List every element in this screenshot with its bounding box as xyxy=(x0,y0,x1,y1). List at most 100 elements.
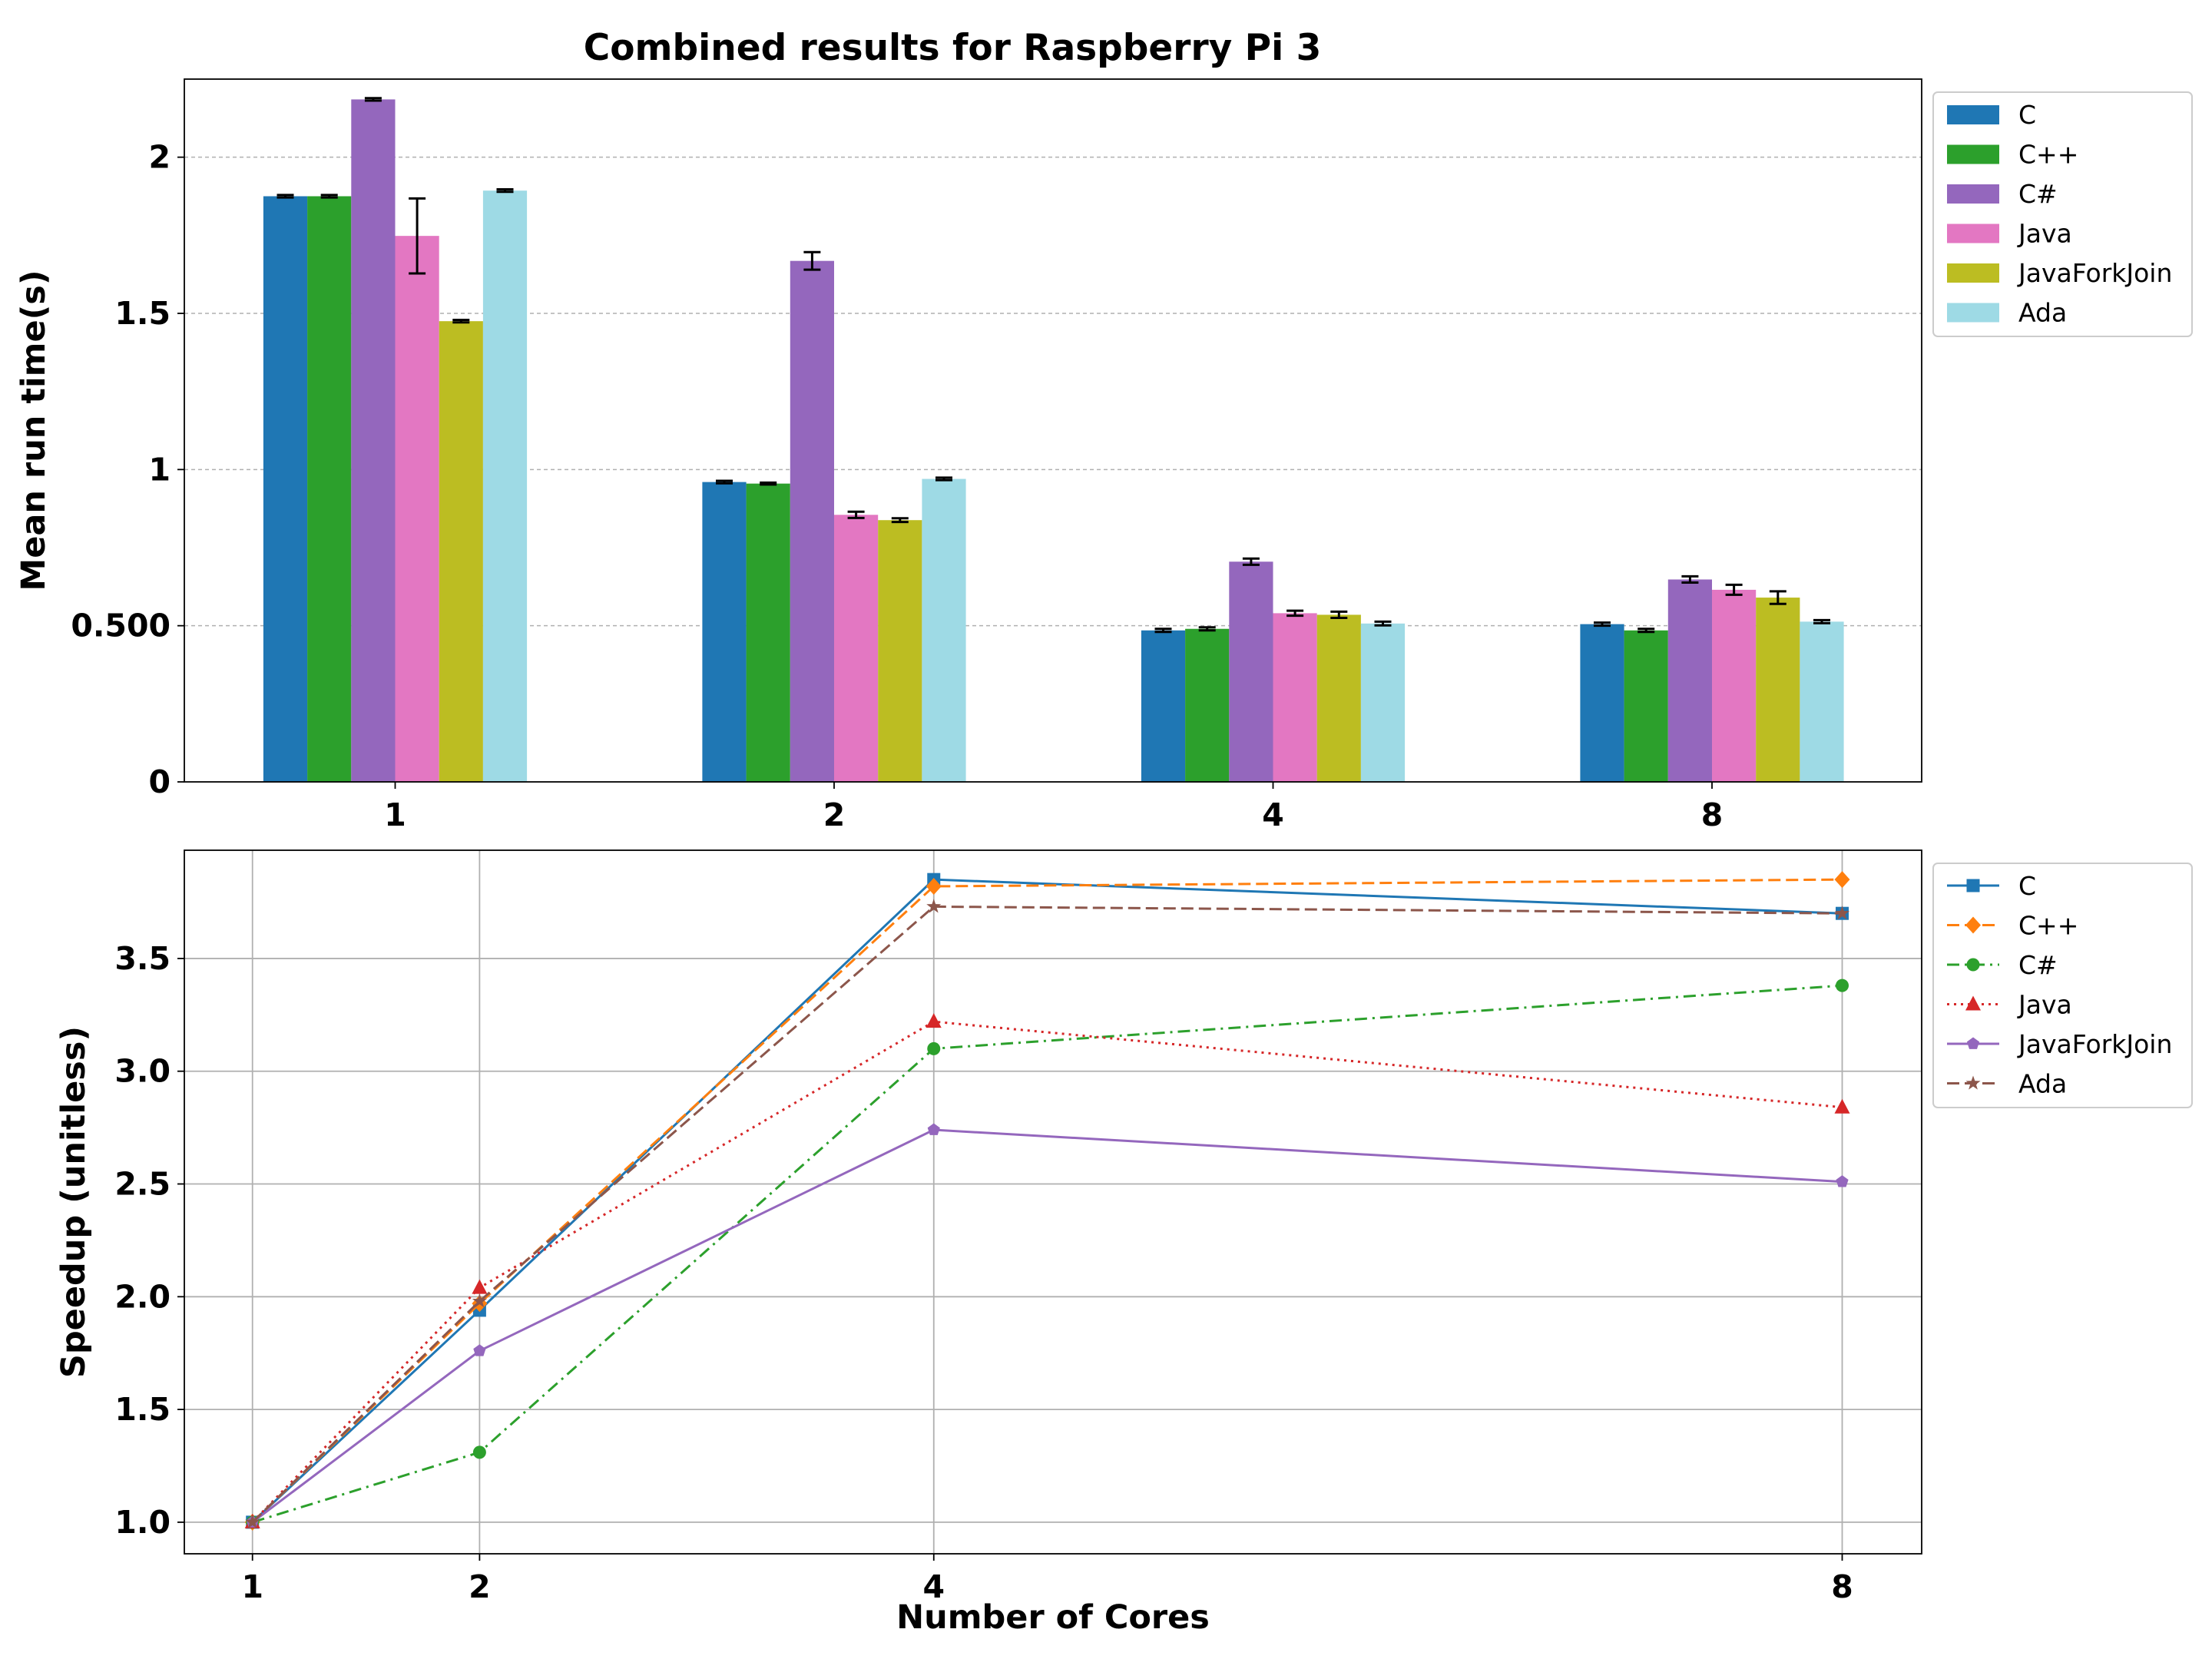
series-line-csharp xyxy=(252,984,1843,1524)
legend-label-javaforkjoin: JavaForkJoin xyxy=(2017,1029,2172,1059)
x-tick-label: 2 xyxy=(823,796,846,833)
legend-label-ada: Ada xyxy=(2018,1069,2067,1099)
point-ada-8 xyxy=(1834,906,1850,920)
legend-label-c: C xyxy=(2018,871,2036,901)
legend-swatch-c xyxy=(1947,105,1999,124)
point-ada-1 xyxy=(245,1514,260,1528)
y-tick-label: 0.500 xyxy=(71,608,171,644)
y-tick-label: 1.5 xyxy=(114,1391,171,1428)
bar-javaforkjoin-1 xyxy=(439,321,483,783)
legend-marker-ada xyxy=(1965,1075,1981,1090)
point-ada-2 xyxy=(472,1293,487,1308)
legend-label-csharp: C# xyxy=(2018,950,2058,980)
legend-swatch-cpp xyxy=(1947,144,1999,164)
y-tick-label: 2 xyxy=(148,139,171,176)
series-line-javaforkjoin xyxy=(251,1128,1843,1524)
bar-java-4 xyxy=(1273,613,1317,782)
x-tick-label: 8 xyxy=(1831,1568,1853,1605)
point-cpp-8 xyxy=(1834,871,1850,889)
x-tick-label: 8 xyxy=(1701,796,1724,833)
legend-box xyxy=(1932,863,2193,1108)
point-java-2 xyxy=(472,1279,488,1294)
y-tick-label: 0 xyxy=(148,763,171,800)
point-csharp-4 xyxy=(927,1041,941,1055)
legend-swatch-javaforkjoin xyxy=(1947,263,1999,283)
point-java-4 xyxy=(926,1013,942,1028)
legend-marker-javaforkjoin xyxy=(1966,1037,1980,1049)
point-javaforkjoin-8 xyxy=(1836,1175,1849,1187)
legend-swatch-java xyxy=(1947,224,1999,243)
legend-marker-c xyxy=(1966,879,1980,892)
bar-c-8 xyxy=(1580,624,1624,782)
bar-ada-8 xyxy=(1800,621,1844,782)
legend-marker-csharp xyxy=(1966,958,1980,972)
bar-cpp-2 xyxy=(746,483,790,782)
bar-ada-2 xyxy=(922,478,966,782)
legend-label-ada: Ada xyxy=(2018,298,2067,328)
x-tick-label: 1 xyxy=(384,796,406,833)
series-line-cpp xyxy=(251,878,1843,1523)
legend-marker-java xyxy=(1965,995,1981,1011)
plot-frame xyxy=(184,849,1922,1555)
point-ada-4 xyxy=(926,899,942,913)
chart-title: Combined results for Raspberry Pi 3 xyxy=(584,27,1322,69)
y-axis-label: Mean run time(s) xyxy=(15,270,53,591)
legend-swatch-ada xyxy=(1947,303,1999,323)
bar-csharp-2 xyxy=(790,260,834,782)
bar-ada-4 xyxy=(1360,623,1406,782)
legend: C C++ C# Java JavaForkJoin Ada xyxy=(1932,91,2193,337)
series-line-java xyxy=(251,1020,1843,1523)
bar-c-4 xyxy=(1141,630,1186,782)
bar-c-1 xyxy=(263,196,308,782)
x-tick-label: 2 xyxy=(469,1568,491,1605)
legend-label-javaforkjoin: JavaForkJoin xyxy=(2017,258,2172,288)
bar-cpp-8 xyxy=(1624,630,1668,782)
legend-swatch-csharp xyxy=(1947,184,1999,204)
y-tick-label: 2.0 xyxy=(114,1278,171,1315)
bar-cpp-1 xyxy=(307,196,352,782)
point-java-8 xyxy=(1834,1098,1850,1114)
x-tick-label: 4 xyxy=(1262,796,1284,833)
y-axis-label: Speedup (unitless) xyxy=(55,1026,93,1378)
bar-csharp-8 xyxy=(1667,579,1712,782)
legend-marker-cpp xyxy=(1965,916,1981,934)
bar-java-1 xyxy=(395,236,439,782)
bar-javaforkjoin-4 xyxy=(1316,614,1361,782)
bar-c-2 xyxy=(702,482,747,782)
point-cpp-4 xyxy=(926,877,942,895)
bar-csharp-1 xyxy=(351,99,396,782)
bar-chart-run-time: 0 0.500 1 1.5 2 1 2 4 8 Mean run time(s) C C++ C# Jav… xyxy=(15,78,2193,833)
y-tick-label: 1 xyxy=(148,451,171,488)
bar-cpp-4 xyxy=(1185,628,1230,782)
line-chart-speedup: 1.0 1.5 2.0 2.5 3.0 3.5 1 2 4 8 Number of Cores Spe… xyxy=(55,849,2193,1637)
y-tick-label: 2.5 xyxy=(114,1166,171,1203)
legend-label-c: C xyxy=(2018,100,2036,130)
legend-label-java: Java xyxy=(2017,990,2072,1020)
bar-javaforkjoin-8 xyxy=(1756,598,1800,782)
bar-javaforkjoin-2 xyxy=(878,520,922,782)
legend-label-java: Java xyxy=(2017,219,2072,249)
x-tick-label: 4 xyxy=(922,1568,945,1605)
bar-java-2 xyxy=(834,515,879,782)
point-javaforkjoin-2 xyxy=(473,1344,486,1356)
legend-label-csharp: C# xyxy=(2018,179,2058,209)
x-tick-label: 1 xyxy=(241,1568,263,1605)
point-csharp-2 xyxy=(472,1445,486,1459)
x-axis-label: Number of Cores xyxy=(896,1598,1210,1637)
y-tick-label: 1.5 xyxy=(114,295,171,332)
legend-label-cpp: C++ xyxy=(2018,140,2078,170)
series-line-ada xyxy=(251,905,1843,1523)
legend-label-cpp: C++ xyxy=(2018,911,2078,941)
y-tick-label: 1.0 xyxy=(114,1504,171,1541)
y-tick-label: 3.0 xyxy=(114,1053,171,1090)
point-csharp-8 xyxy=(1836,979,1849,992)
y-tick-label: 3.5 xyxy=(114,940,171,977)
bar-ada-1 xyxy=(482,190,528,782)
bar-java-8 xyxy=(1712,589,1757,782)
series-line-c xyxy=(251,878,1843,1523)
bar-csharp-4 xyxy=(1229,561,1273,782)
legend: C C++ C# Java JavaForkJoin Ada xyxy=(1932,863,2193,1108)
point-javaforkjoin-4 xyxy=(927,1123,940,1135)
plot-frame xyxy=(184,78,1922,783)
